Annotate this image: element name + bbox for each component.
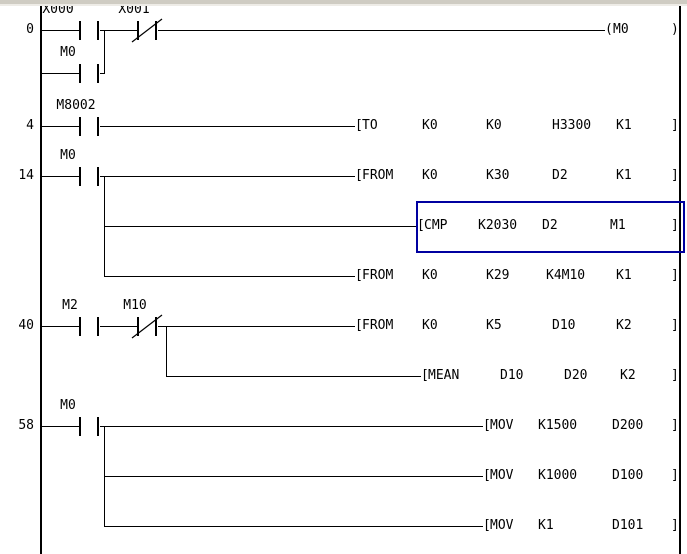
instr-mov1-mnemonic[interactable]: MOV (490, 418, 514, 433)
instr-from2-mnemonic[interactable]: FROM (362, 268, 394, 283)
instr-to-operand[interactable]: H3300 (552, 118, 592, 133)
instr-from2-operand[interactable]: K4M10 (546, 268, 586, 283)
contact-m2[interactable] (79, 317, 99, 336)
instr-from1-operand[interactable]: K0 (422, 168, 438, 183)
instr-from3-operand[interactable]: D10 (552, 318, 576, 333)
instr-to-operand[interactable]: K0 (422, 118, 438, 133)
instr-mean-operand[interactable]: D20 (564, 368, 588, 383)
instr-cmp-close: ] (671, 218, 679, 233)
instr-mean-close: ] (671, 368, 679, 383)
contact-m0-rung58[interactable] (79, 417, 99, 436)
contact-label-m2: M2 (62, 298, 78, 313)
instr-mov2-mnemonic[interactable]: MOV (490, 468, 514, 483)
instr-cmp-operand[interactable]: M1 (610, 218, 626, 233)
instr-from3-operand[interactable]: K0 (422, 318, 438, 333)
instr-mov3-operand[interactable]: D101 (612, 518, 644, 533)
contact-label-m0-rung58: M0 (60, 398, 76, 413)
instr-mov3-operand[interactable]: K1 (538, 518, 554, 533)
instr-cmp-open: [ (417, 218, 425, 233)
instr-from1-operand[interactable]: K30 (486, 168, 510, 183)
instr-from2-open: [ (355, 268, 363, 283)
instr-from1-operand[interactable]: D2 (552, 168, 568, 183)
step-number: 40 (18, 318, 34, 333)
instr-cmp-operand[interactable]: D2 (542, 218, 558, 233)
instr-from3-operand[interactable]: K5 (486, 318, 502, 333)
coil-close-paren: ) (671, 22, 679, 37)
contact-m0-rung14[interactable] (79, 167, 99, 186)
instr-from1-operand[interactable]: K1 (616, 168, 632, 183)
instr-mov3-mnemonic[interactable]: MOV (490, 518, 514, 533)
instr-from3-close: ] (671, 318, 679, 333)
instr-from2-close: ] (671, 268, 679, 283)
instr-to-mnemonic[interactable]: TO (362, 118, 378, 133)
contact-label-m0-branch: M0 (60, 45, 76, 60)
instr-mov2-close: ] (671, 468, 679, 483)
instr-from3-mnemonic[interactable]: FROM (362, 318, 394, 333)
contact-label-x000: X000 (42, 2, 74, 17)
step-number: 14 (18, 168, 34, 183)
instr-mov3-open: [ (483, 518, 491, 533)
step-number: 0 (26, 22, 34, 37)
instr-mean-operand[interactable]: K2 (620, 368, 636, 383)
instr-from1-open: [ (355, 168, 363, 183)
contact-label-m10: M10 (123, 298, 147, 313)
instr-to-operand[interactable]: K0 (486, 118, 502, 133)
instr-to-operand[interactable]: K1 (616, 118, 632, 133)
window-edge-top-highlight (0, 4, 687, 6)
instr-mean-mnemonic[interactable]: MEAN (428, 368, 460, 383)
instr-from1-close: ] (671, 168, 679, 183)
instr-mov1-operand[interactable]: D200 (612, 418, 644, 433)
instr-mean-operand[interactable]: D10 (500, 368, 524, 383)
step-number: 4 (26, 118, 34, 133)
instr-to-close: ] (671, 118, 679, 133)
instr-from1-mnemonic[interactable]: FROM (362, 168, 394, 183)
contact-label-m0-rung14: M0 (60, 148, 76, 163)
coil-open-paren[interactable]: ( (605, 22, 613, 37)
instr-mov1-open: [ (483, 418, 491, 433)
contact-m0-branch[interactable] (79, 64, 99, 83)
instr-mov3-close: ] (671, 518, 679, 533)
contact-m8002[interactable] (79, 117, 99, 136)
instr-to-open: [ (355, 118, 363, 133)
instr-from2-operand[interactable]: K0 (422, 268, 438, 283)
contact-label-x001: X001 (118, 2, 150, 17)
wire-segments (42, 30, 605, 527)
instr-mov2-operand[interactable]: D100 (612, 468, 644, 483)
instr-from2-operand[interactable]: K1 (616, 268, 632, 283)
instr-cmp-mnemonic[interactable]: CMP (424, 218, 448, 233)
instr-from3-operand[interactable]: K2 (616, 318, 632, 333)
nc-slash-x001 (131, 18, 163, 43)
instr-mov1-close: ] (671, 418, 679, 433)
contact-label-m8002: M8002 (56, 98, 96, 113)
instr-from3-open: [ (355, 318, 363, 333)
window-edge-top (0, 0, 687, 4)
instr-cmp-operand[interactable]: K2030 (478, 218, 518, 233)
nc-slash-m10 (131, 314, 163, 339)
step-number: 58 (18, 418, 34, 433)
selection-box (416, 201, 685, 253)
instr-mov2-open: [ (483, 468, 491, 483)
instr-from2-operand[interactable]: K29 (486, 268, 510, 283)
instr-mov2-operand[interactable]: K1000 (538, 468, 578, 483)
contact-x000[interactable] (79, 21, 99, 40)
instr-mean-open: [ (421, 368, 429, 383)
coil-m0-label[interactable]: M0 (613, 22, 629, 37)
instr-mov1-operand[interactable]: K1500 (538, 418, 578, 433)
